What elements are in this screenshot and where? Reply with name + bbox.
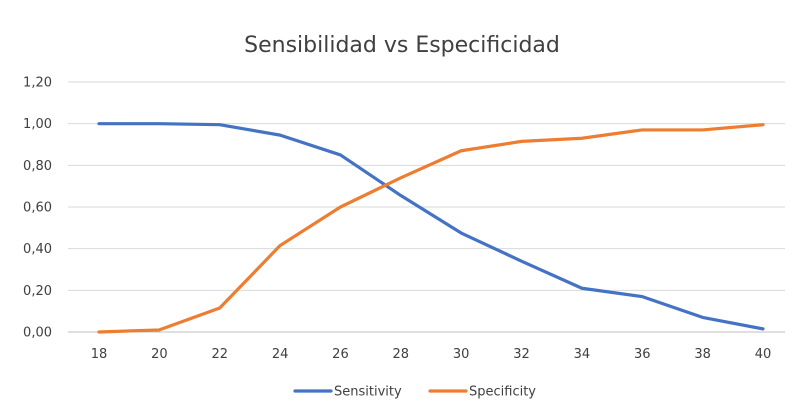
x-tick-label: 20: [151, 347, 168, 362]
gridlines: [68, 81, 785, 333]
legend-label-specificity: Specificity: [469, 385, 536, 400]
y-tick-label: 0,20: [23, 284, 52, 299]
y-tick-label: 1,20: [23, 76, 52, 91]
series-lines: [97, 122, 765, 334]
x-tick-label: 18: [91, 347, 108, 362]
x-tick-label: 24: [272, 347, 289, 362]
y-tick-label: 0,00: [23, 326, 52, 341]
chart-title: Sensibilidad vs Especificidad: [244, 33, 560, 58]
legend: Sensitivity Specificity: [293, 385, 536, 400]
x-tick-label: 34: [574, 347, 591, 362]
x-tick-label: 32: [513, 347, 530, 362]
x-tick-label: 36: [634, 347, 651, 362]
series-line-specificity: [97, 123, 765, 334]
y-tick-label: 0,40: [23, 242, 52, 257]
y-tick-label: 0,60: [23, 201, 52, 216]
x-tick-label: 22: [211, 347, 228, 362]
y-tick-label: 0,80: [23, 159, 52, 174]
x-tick-label: 26: [332, 347, 349, 362]
y-axis-tick-labels: 0,00 0,20 0,40 0,60 0,80 1,00 1,20: [23, 76, 52, 341]
x-tick-label: 38: [694, 347, 711, 362]
x-tick-label: 30: [453, 347, 470, 362]
y-tick-label: 1,00: [23, 117, 52, 132]
x-axis-tick-labels: 18 20 22 24 26 28 30 32 34 36 38 40: [91, 347, 772, 362]
x-tick-label: 28: [393, 347, 410, 362]
legend-label-sensitivity: Sensitivity: [334, 385, 402, 400]
series-line-sensitivity: [97, 122, 765, 331]
x-tick-label: 40: [755, 347, 772, 362]
